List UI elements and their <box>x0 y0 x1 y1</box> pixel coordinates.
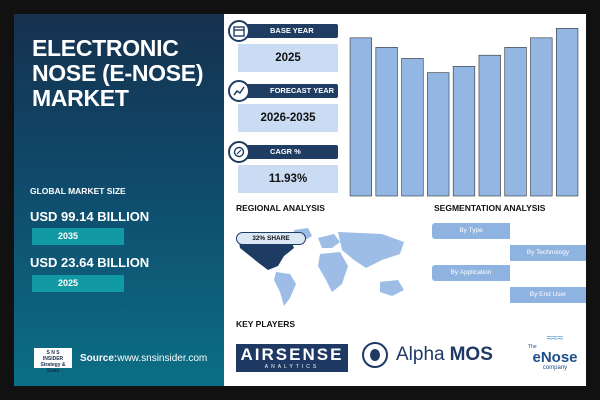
forecast-year-card-value: 2026-2035 <box>238 104 338 132</box>
source-text: Source:www.snsinsider.com <box>80 353 207 364</box>
map-south-america <box>274 272 296 306</box>
chart-bar-3 <box>401 58 424 197</box>
chart-bar-7 <box>504 47 527 197</box>
chart-bar-9 <box>555 28 579 197</box>
growth-chart-icon <box>228 80 250 102</box>
page-title: ELECTRONIC NOSE (E-NOSE) MARKET <box>32 36 222 111</box>
regional-share-badge: 32% SHARE <box>236 232 306 245</box>
segment-by-type: By Type <box>432 223 510 239</box>
forecast-market-value: USD 99.14 BILLION <box>30 209 150 224</box>
chart-bar-5 <box>452 65 476 197</box>
source-row: S N S INSIDER Strategy & Stats Source:ww… <box>34 348 207 374</box>
infographic: ELECTRONIC NOSE (E-NOSE) MARKET GLOBAL M… <box>14 14 586 386</box>
segment-by-application: By Application <box>432 265 510 281</box>
base-year-badge: 2025 <box>32 275 124 292</box>
chart-bar-2 <box>375 47 398 197</box>
sns-insider-logo: S N S INSIDER Strategy & Stats <box>34 348 72 374</box>
segment-by-end-user: By End User <box>510 287 586 303</box>
chart-bar-4 <box>427 72 450 197</box>
base-market-value: USD 23.64 BILLION <box>30 255 150 270</box>
cagr-card: CAGR % 11.93% <box>228 141 338 193</box>
chart-bar-8 <box>530 37 553 197</box>
title-line-3: MARKET <box>32 85 129 111</box>
map-africa <box>318 252 348 292</box>
title-line-1: ELECTRONIC <box>32 35 179 61</box>
cagr-card-label: CAGR % <box>238 145 338 159</box>
chart-bar-1 <box>349 37 373 197</box>
alpha-mos-logo: Alpha MOS <box>362 342 493 368</box>
forecast-year-card: FORECAST YEAR 2026-2035 <box>228 80 338 132</box>
left-panel: ELECTRONIC NOSE (E-NOSE) MARKET GLOBAL M… <box>14 14 224 386</box>
percent-coin-icon <box>228 141 250 163</box>
source-label: Source: <box>80 352 118 364</box>
airsense-logo: AIRSENSE ANALYTICS <box>236 344 348 372</box>
map-asia <box>338 232 404 268</box>
calendar-icon <box>228 20 250 42</box>
regional-analysis-title: REGIONAL ANALYSIS <box>236 203 325 213</box>
key-players-title: KEY PLAYERS <box>236 319 296 329</box>
base-year-card-label: BASE YEAR <box>238 24 338 38</box>
alpha-mos-circle-icon <box>362 342 388 368</box>
global-market-size-label: GLOBAL MARKET SIZE <box>30 186 126 196</box>
base-year-card-value: 2025 <box>238 44 338 72</box>
enose-wave-icon: ≈≈≈ <box>546 333 564 344</box>
enose-company-logo: ≈≈≈ The eNose company <box>526 334 584 380</box>
segmentation-analysis-title: SEGMENTATION ANALYSIS <box>434 203 546 213</box>
map-europe <box>318 234 340 248</box>
chart-bar-6 <box>478 54 501 197</box>
cagr-card-value: 11.93% <box>238 165 338 193</box>
source-url[interactable]: www.snsinsider.com <box>117 352 208 364</box>
market-bar-chart <box>349 28 579 197</box>
title-line-2: NOSE (E-NOSE) <box>32 60 204 86</box>
base-year-card: BASE YEAR 2025 <box>228 20 338 72</box>
map-australia <box>380 280 404 296</box>
forecast-year-card-label: FORECAST YEAR <box>238 84 338 98</box>
forecast-year-badge: 2035 <box>32 228 124 245</box>
segment-by-technology: By Technology <box>510 245 586 261</box>
